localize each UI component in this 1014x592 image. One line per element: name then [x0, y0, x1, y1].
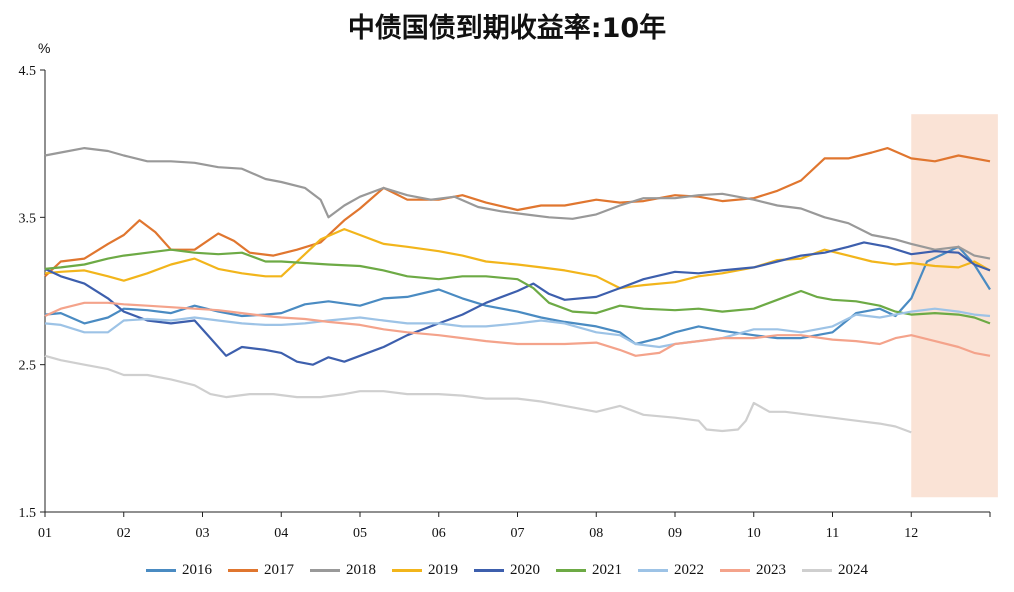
legend-label: 2021: [592, 562, 622, 578]
legend-item-2017: 2017: [228, 562, 294, 579]
x-tick-label: 02: [117, 526, 131, 541]
legend-label: 2017: [264, 562, 294, 578]
series-line-2020: [44, 241, 991, 366]
chart-legend: 2016 2017 2018 2019 2020 2021 2022 2023 2024: [0, 562, 1014, 579]
x-tick-label: 12: [904, 526, 918, 541]
legend-swatch: [146, 569, 176, 572]
legend-swatch: [556, 569, 586, 572]
legend-item-2022: 2022: [638, 562, 704, 579]
legend-label: 2019: [428, 562, 458, 578]
x-tick-label: 10: [747, 526, 761, 541]
legend-swatch: [392, 569, 422, 572]
legend-label: 2020: [510, 562, 540, 578]
x-tick-label: 03: [196, 526, 210, 541]
x-tick-label: 04: [274, 526, 288, 541]
legend-swatch: [720, 569, 750, 572]
x-tick-label: 09: [668, 526, 682, 541]
legend-item-2018: 2018: [310, 562, 376, 579]
legend-swatch: [228, 569, 258, 572]
legend-item-2021: 2021: [556, 562, 622, 579]
legend-item-2019: 2019: [392, 562, 458, 579]
series-line-2016: [44, 245, 991, 346]
legend-swatch: [474, 569, 504, 572]
chart-title: 中债国债到期收益率:10年: [347, 13, 667, 44]
legend-item-2020: 2020: [474, 562, 540, 579]
series-line-2019: [44, 228, 991, 290]
x-tick-label: 08: [589, 526, 603, 541]
series-line-2023: [44, 301, 991, 357]
x-tick-label: 06: [432, 526, 446, 541]
y-tick-label: 2.5: [19, 359, 37, 374]
x-tick-label: 07: [511, 526, 525, 541]
series-line-2024: [44, 354, 912, 434]
series-line-2018: [44, 147, 991, 260]
legend-label: 2022: [674, 562, 704, 578]
legend-swatch: [802, 569, 832, 572]
highlight-band: [911, 114, 998, 498]
series-line-2017: [44, 147, 991, 278]
y-tick-label: 4.5: [19, 64, 37, 79]
y-tick-label: 1.5: [19, 506, 37, 521]
y-tick-label: 3.5: [19, 211, 37, 226]
legend-label: 2018: [346, 562, 376, 578]
x-tick-label: 11: [826, 526, 839, 541]
series-line-2022: [44, 307, 991, 349]
legend-label: 2016: [182, 562, 212, 578]
legend-item-2016: 2016: [146, 562, 212, 579]
legend-swatch: [638, 569, 668, 572]
legend-item-2023: 2023: [720, 562, 786, 579]
x-tick-label: 05: [353, 526, 367, 541]
series-line-2021: [44, 248, 991, 325]
x-tick-label: 01: [38, 526, 52, 541]
legend-item-2024: 2024: [802, 562, 868, 579]
legend-swatch: [310, 569, 340, 572]
legend-label: 2023: [756, 562, 786, 578]
y-axis-unit: %: [38, 40, 51, 56]
legend-label: 2024: [838, 562, 868, 578]
